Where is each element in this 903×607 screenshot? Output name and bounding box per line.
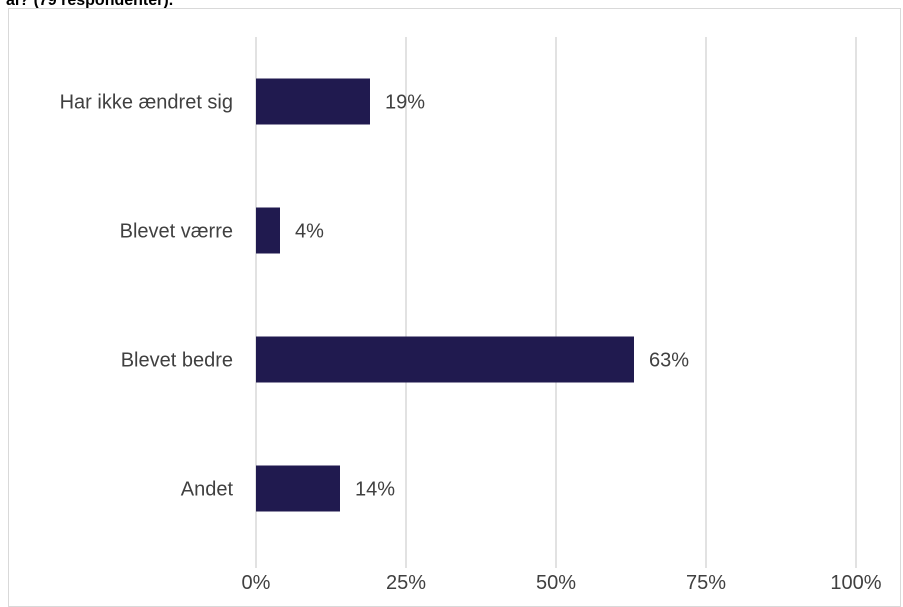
title-strip: al? (79 respondenter). — [0, 0, 903, 8]
x-tick-label: 50% — [536, 572, 576, 594]
data-label: 19% — [385, 92, 425, 114]
x-tick-label: 0% — [242, 572, 271, 594]
labels: 0% 25% 50% 75% 100% Har ikke ændret sig 19% Ble… — [60, 92, 882, 595]
x-tick-label: 75% — [686, 572, 726, 594]
bar — [256, 78, 370, 125]
data-label: 4% — [295, 221, 324, 243]
bars — [256, 78, 634, 512]
category-label: Har ikke ændret sig — [60, 92, 233, 114]
bar — [256, 336, 634, 383]
category-label: Andet — [181, 479, 234, 501]
category-label: Blevet værre — [120, 221, 233, 243]
bar — [256, 465, 340, 512]
x-tick-label: 25% — [386, 572, 426, 594]
x-tick-label: 100% — [830, 572, 881, 594]
data-label: 63% — [649, 350, 689, 372]
chart-title: al? (79 respondenter). — [6, 0, 173, 8]
bar — [256, 207, 280, 254]
category-label: Blevet bedre — [121, 350, 233, 372]
data-label: 14% — [355, 479, 395, 501]
